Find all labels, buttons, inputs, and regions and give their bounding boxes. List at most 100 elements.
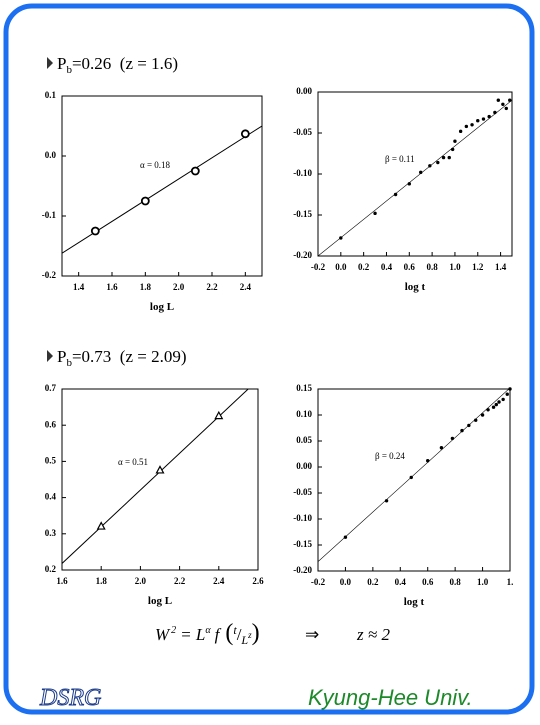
x-tick-label: 1.8	[96, 576, 108, 586]
fit-line	[318, 389, 510, 562]
annotation: β = 0.24	[375, 451, 405, 461]
fit-line	[318, 99, 512, 256]
point	[343, 535, 348, 539]
x-tick-label: 0.8	[450, 577, 462, 587]
x-axis-label: log L	[148, 595, 172, 607]
x-tick-label: 1.0	[449, 262, 461, 272]
heading-2: Pb=0.73 (z = 2.09)	[47, 347, 187, 369]
point	[419, 170, 423, 175]
x-tick-label: 0.4	[381, 262, 393, 272]
chart: 0.15 0.10 0.05 0.00 -0.05 -0.10 -0.15 -0.20 -0.2…	[293, 383, 513, 608]
point	[428, 164, 432, 168]
power: 2	[171, 625, 176, 636]
y-tick-label: 0.15	[296, 383, 312, 393]
x-axis-label: log L	[150, 301, 174, 313]
y-tick-label: -0.05	[293, 127, 312, 137]
point	[96, 521, 106, 530]
x-tick-label: 1.6	[56, 576, 68, 586]
symbol: P	[57, 54, 66, 73]
point	[393, 192, 398, 197]
point	[458, 129, 463, 134]
y-tick-label: 0.5	[45, 455, 57, 465]
y-tick-label: 0.2	[45, 564, 57, 574]
x-tick-label: 2.6	[252, 576, 264, 586]
x-tick-label: 0.8	[426, 262, 438, 272]
plot-frame	[61, 388, 259, 571]
alpha: α	[205, 625, 211, 636]
point	[487, 114, 491, 119]
point	[460, 428, 464, 433]
point	[447, 155, 451, 160]
w: W	[155, 625, 171, 644]
point	[214, 410, 224, 420]
x-tick-label: -0.2	[311, 577, 326, 587]
x-tick-label: 2.0	[173, 282, 185, 292]
x-tick-label: 1.6	[106, 282, 118, 292]
point	[501, 397, 505, 402]
point	[474, 418, 478, 422]
y-tick-label: 0.6	[45, 419, 57, 429]
y-tick-label: -0.2	[42, 270, 57, 280]
f: f	[215, 625, 222, 644]
y-tick-label: -0.15	[293, 209, 312, 219]
point	[508, 98, 512, 102]
y-tick-label: 0.3	[45, 528, 57, 538]
x-tick-label: 1.8	[140, 282, 152, 292]
x-axis-label: log t	[405, 281, 426, 293]
bullet	[47, 350, 53, 362]
x-tick-label: 0.4	[395, 577, 407, 587]
point	[493, 110, 497, 115]
t: t	[233, 623, 237, 637]
x-tick-label: 1.4	[495, 262, 507, 272]
heading-text: Pb=0.73 (z = 2.09)	[57, 347, 187, 369]
point	[497, 400, 501, 404]
x-tick-label: 1.2	[472, 262, 484, 272]
y-tick-label: -0.05	[293, 487, 312, 497]
x-tick-label: 2.0	[135, 576, 147, 586]
symbol: P	[57, 347, 66, 366]
point	[467, 423, 471, 428]
x-tick-label: 0.2	[367, 577, 379, 587]
y-tick-label: 0.4	[45, 492, 57, 502]
footer-right: Kyung-Hee Univ.	[308, 685, 473, 710]
y-tick-label: -0.1	[42, 210, 57, 220]
point	[470, 123, 474, 127]
point	[450, 436, 455, 441]
x-axis-label: log t	[404, 596, 425, 608]
point	[409, 475, 413, 480]
point	[190, 166, 200, 176]
plot-frame	[317, 388, 511, 572]
implies: ⇒	[305, 625, 319, 644]
rest: =0.26 (z = 1.6)	[72, 54, 178, 73]
formula: W 2 = Lα f (t/Lz) ⇒ z ≈ 2	[155, 620, 390, 647]
formula-text: W 2 = Lα f (t/Lz)	[155, 620, 260, 647]
x-tick-label: 0.6	[404, 262, 416, 272]
y-tick-label: 0.05	[296, 435, 312, 445]
annotation: α = 0.18	[140, 160, 171, 170]
point	[464, 124, 469, 129]
chart: 0.00 -0.05 -0.10 -0.15 -0.20 -0.2 0.0 0.2 0.4 0.6…	[293, 86, 513, 293]
point	[339, 236, 343, 240]
y-tick-label: -0.10	[293, 513, 312, 523]
y-tick-label: 0.7	[45, 383, 57, 393]
point	[476, 119, 480, 123]
heading-text: Pb=0.26 (z = 1.6)	[57, 54, 178, 76]
x-tick-label: 0.0	[335, 262, 347, 272]
point	[491, 405, 496, 409]
point	[140, 196, 150, 206]
y-tick-label: 0.10	[296, 409, 312, 419]
y-tick-label: -0.15	[293, 539, 312, 549]
point	[508, 387, 512, 391]
x-tick-label: 2.4	[213, 576, 225, 586]
point	[505, 392, 509, 396]
x-tick-label: 0.6	[422, 577, 434, 587]
x-tick-label: 1.4	[73, 282, 85, 292]
chart: 0.7 0.6 0.5 0.4 0.3 0.2 1.6 1.8 2.0 2.2 2.4 2.6 log …	[45, 383, 264, 607]
point	[481, 117, 486, 121]
point	[439, 446, 444, 450]
point	[240, 129, 250, 139]
x-tick-label: 0.2	[358, 262, 370, 272]
point	[407, 182, 411, 186]
point	[504, 106, 508, 111]
